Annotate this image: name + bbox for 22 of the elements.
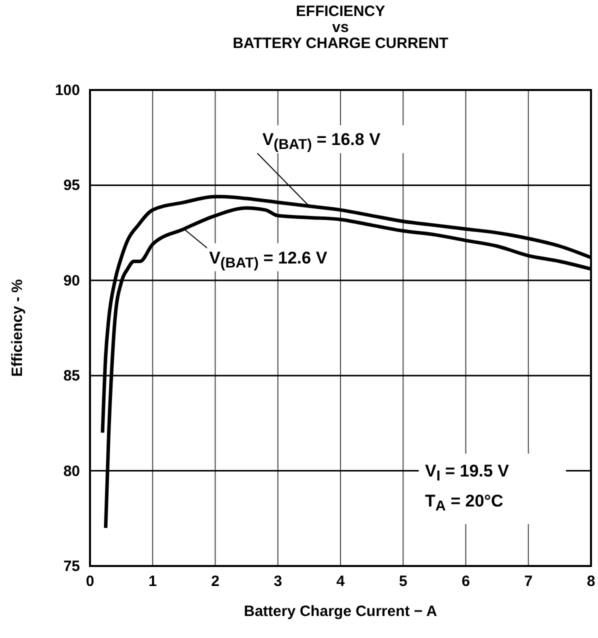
x-tick-label: 2 [211,573,220,590]
chart-title: EFFICIENCY vs BATTERY CHARGE CURRENT [232,3,448,52]
x-tick-label: 7 [524,573,533,590]
legend-label: V$_{(BAT)}$ = 12.6 V [209,248,328,272]
y-tick-label: 85 [63,368,80,385]
x-tick-label: 6 [462,573,470,590]
y-tick-label: 80 [63,462,80,480]
x-tick-label: 8 [586,573,596,590]
x-tick-label: 4 [336,573,346,590]
annotation: T$_{A}$ = 20°C [425,492,504,515]
annotation: V$_{I}$ = 19.5 V [425,462,510,485]
x-tick-label: 5 [398,573,408,590]
x-axis-title: Battery Charge Current − A [244,603,438,620]
x-tick-label: 1 [148,573,157,590]
x-tick-label: 3 [274,573,282,590]
y-tick-label: 95 [63,177,80,194]
y-axis-title: Efficiency - % [9,279,26,377]
y-tick-label: 75 [63,558,80,575]
text: V$_{(BAT)}$ = 16.8 V [262,130,382,154]
y-tick-label: 90 [63,272,80,290]
y-tick-label: 100 [54,82,80,99]
x-tick-label: 0 [86,573,94,590]
